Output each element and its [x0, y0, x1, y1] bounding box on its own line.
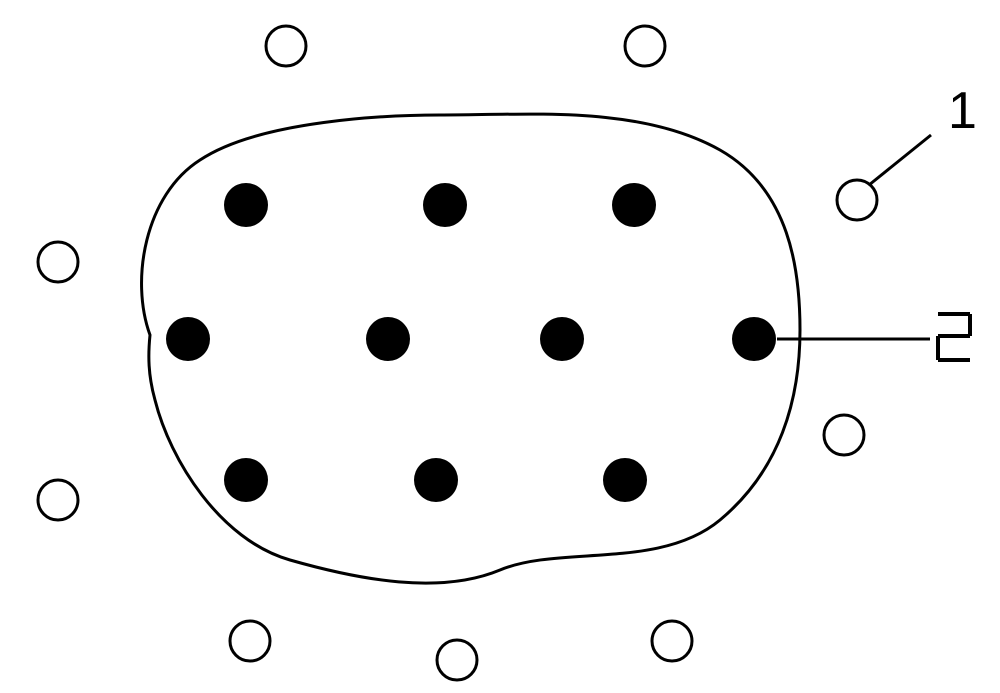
- filled-circle: [166, 317, 210, 361]
- label-1: 1: [948, 82, 977, 140]
- hollow-circle: [38, 242, 78, 282]
- filled-circle: [540, 317, 584, 361]
- hollow-circle: [625, 26, 665, 66]
- hollow-circle: [437, 640, 477, 680]
- filled-circle: [366, 317, 410, 361]
- hollow-circle: [38, 480, 78, 520]
- filled-circle: [224, 458, 268, 502]
- hollow-circle: [837, 180, 877, 220]
- filled-circle: [423, 183, 467, 227]
- hollow-circle: [230, 621, 270, 661]
- filled-circles-group: [166, 183, 776, 502]
- filled-circle: [224, 183, 268, 227]
- filled-circle: [603, 458, 647, 502]
- hollow-circle: [266, 26, 306, 66]
- hollow-circle: [824, 415, 864, 455]
- leader-line-1: [869, 135, 931, 185]
- hollow-circle: [652, 621, 692, 661]
- diagram-svg: 1 2: [0, 0, 1000, 693]
- filled-circle: [414, 458, 458, 502]
- filled-circle: [732, 317, 776, 361]
- filled-circle: [612, 183, 656, 227]
